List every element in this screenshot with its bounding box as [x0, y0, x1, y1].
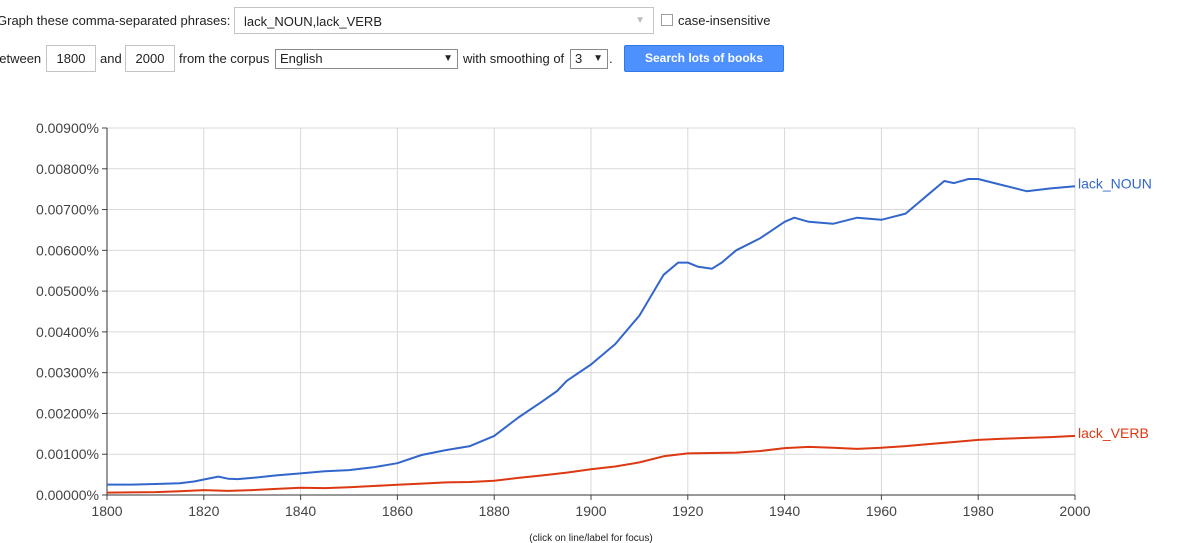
y-tick-label: 0.00400%: [36, 324, 99, 340]
x-tick-label: 1960: [866, 503, 897, 519]
case-insensitive-checkbox[interactable]: [661, 14, 673, 26]
x-tick-label: 1920: [672, 503, 703, 519]
smoothing-select[interactable]: 3 ▼: [570, 49, 608, 69]
x-tick-label: 1860: [382, 503, 413, 519]
smoothing-dropdown-icon: ▼: [593, 53, 603, 64]
y-tick-label: 0.00500%: [36, 283, 99, 299]
x-tick-label: 1800: [91, 503, 122, 519]
corpus-select[interactable]: English ▼: [275, 49, 458, 69]
end-year-value: 2000: [135, 51, 165, 66]
between-label: between: [0, 51, 42, 66]
x-tick-label: 2000: [1059, 503, 1090, 519]
end-year-input[interactable]: 2000: [125, 45, 175, 72]
corpus-dropdown-icon: ▼: [443, 53, 453, 64]
footer-hint: (click on line/label for focus): [529, 533, 652, 543]
x-tick-label: 1840: [285, 503, 316, 519]
smoothing-label: with smoothing of: [463, 51, 565, 66]
y-tick-label: 0.00200%: [36, 405, 99, 421]
x-tick-label: 1820: [188, 503, 219, 519]
phrases-value: lack_NOUN,lack_VERB: [244, 14, 382, 29]
x-tick-label: 1900: [575, 503, 606, 519]
period-text: .: [609, 51, 613, 66]
x-tick-label: 1940: [769, 503, 800, 519]
dropdown-arrow-icon[interactable]: ▼: [635, 15, 645, 26]
corpus-label: from the corpus: [179, 51, 270, 66]
series-label-lack_VERB[interactable]: lack_VERB: [1078, 425, 1149, 441]
corpus-value: English: [280, 51, 323, 66]
smoothing-value: 3: [575, 51, 583, 66]
start-year-value: 1800: [56, 51, 86, 66]
start-year-input[interactable]: 1800: [46, 45, 96, 72]
y-tick-label: 0.00600%: [36, 242, 99, 258]
case-insensitive-label: case-insensitive: [678, 13, 771, 28]
series-line-lack_VERB[interactable]: [106, 434, 1076, 494]
y-tick-label: 0.00800%: [36, 161, 99, 177]
x-tick-label: 1880: [479, 503, 510, 519]
y-tick-label: 0.00000%: [36, 487, 99, 503]
phrases-input[interactable]: lack_NOUN,lack_VERB ▼: [234, 7, 654, 34]
y-tick-label: 0.00700%: [36, 202, 99, 218]
and-label: and: [100, 51, 122, 66]
search-button[interactable]: Search lots of books: [624, 45, 784, 72]
series-layer[interactable]: lack_NOUN lack_VERB: [106, 175, 1152, 494]
x-tick-label: 1980: [963, 503, 994, 519]
y-tick-label: 0.00100%: [36, 446, 99, 462]
y-tick-label: 0.00900%: [36, 120, 99, 136]
grid-layer: [107, 127, 1076, 495]
phrases-label: Graph these comma-separated phrases:: [0, 13, 231, 28]
series-line-lack_NOUN[interactable]: [107, 178, 1076, 486]
series-label-lack_NOUN[interactable]: lack_NOUN: [1078, 175, 1152, 191]
y-tick-label: 0.00300%: [36, 365, 99, 381]
axis-layer: 0.00000% 0.00100% 0.00200% 0.00300% 0.00400%…: [36, 120, 1091, 519]
